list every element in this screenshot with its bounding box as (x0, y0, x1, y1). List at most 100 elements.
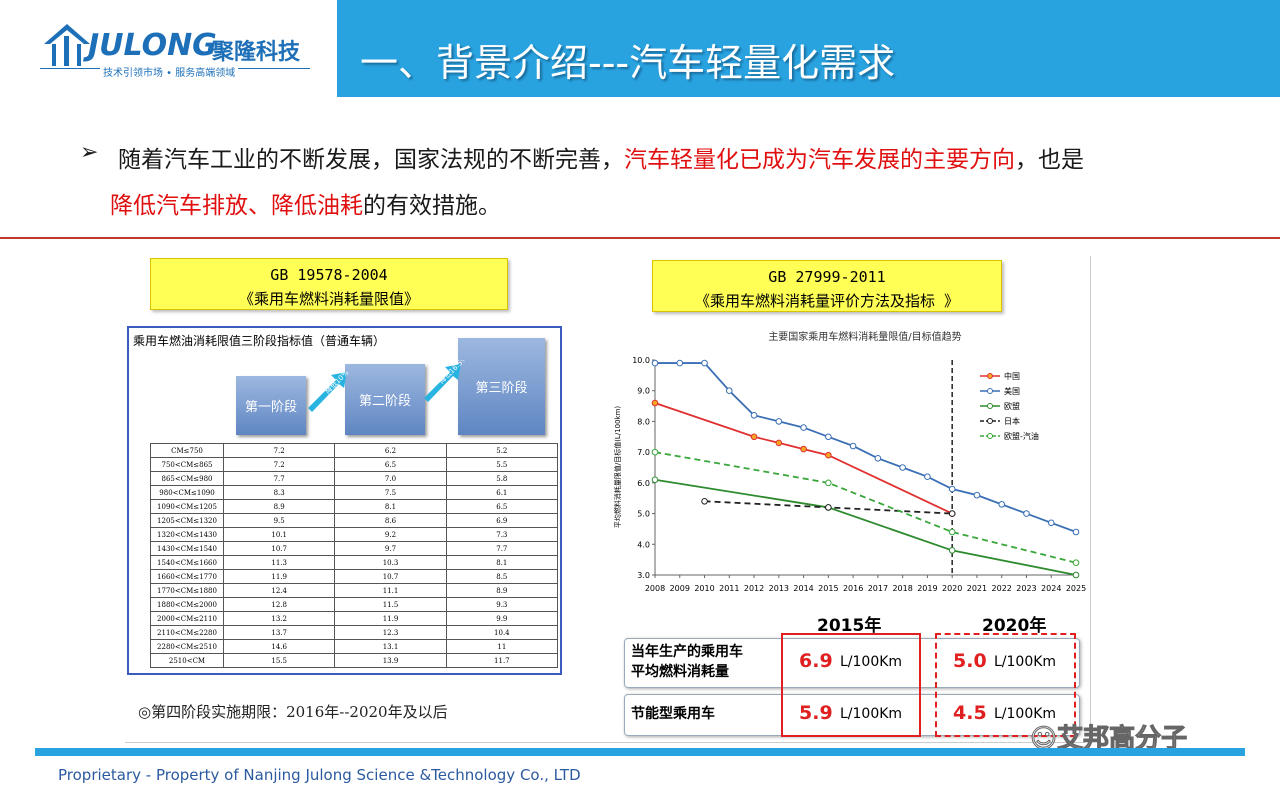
series-point (651, 399, 659, 407)
table-frame (127, 326, 562, 675)
table-cell: 7.5 (334, 485, 447, 500)
table-cell: 8.9 (222, 499, 336, 514)
standard-name: 《乘用车燃料消耗量限值》 (238, 290, 419, 308)
series-point (800, 445, 807, 453)
series-point (676, 359, 684, 367)
series-point (948, 528, 956, 536)
x-tick-label: 2013 (769, 584, 789, 593)
table-cell: 10.4 (445, 625, 559, 640)
stage: 第一阶段 (236, 376, 306, 435)
x-tick-label: 2016 (843, 584, 863, 593)
table-cell: 6.9 (445, 513, 559, 528)
table-cell: 6.5 (445, 499, 559, 514)
table-cell: 10.7 (222, 541, 336, 556)
series-point (825, 479, 832, 487)
table-cell: 9.7 (334, 541, 447, 556)
table-cell: 15.5 (222, 653, 336, 668)
table-cell: 12.8 (222, 597, 336, 612)
table-cell: 5.8 (445, 471, 559, 486)
table-cell: 1090<CM≤1205 (150, 499, 224, 514)
legend-label: 欧盟-汽油 (1004, 431, 1039, 441)
rule (1090, 256, 1091, 736)
summary-value: 5.0 (953, 650, 987, 672)
table-cell: 13.7 (222, 625, 336, 640)
table-cell: 12.4 (222, 583, 336, 598)
table-cell: CM≤750 (150, 443, 224, 458)
table-row: 1660<CM≤1770 11.9 10.7 8.5 (150, 569, 559, 584)
series-point (775, 418, 783, 425)
summary-value: 5.9 (799, 702, 833, 724)
legend-marker (987, 388, 993, 394)
table-cell: 7.3 (445, 527, 559, 542)
footer: Proprietary - Property of Nanjing Julong… (58, 766, 581, 784)
series-point (1072, 571, 1080, 579)
table-row: 2110<CM≤2280 13.7 12.3 10.4 (150, 625, 559, 640)
series-point (701, 497, 708, 505)
legend-marker (987, 403, 993, 409)
table-row: 980<CM≤1090 8.3 7.5 6.1 (150, 485, 559, 500)
summary-unit: L/100Km (994, 654, 1057, 670)
right-heading: GB 27999-2011 《乘用车燃料消耗量评价方法及指标 》 (652, 260, 1002, 312)
series-point (1072, 528, 1080, 536)
bullet-icon: ➢ (80, 140, 99, 165)
series-line (655, 362, 1077, 533)
stage-arrows: 降低10% 降低16.5% (308, 360, 469, 412)
table-row: CM≤750 7.2 6.2 5.2 (150, 443, 559, 458)
summary-label: 平均燃料消耗量 (631, 664, 729, 680)
series-point (750, 433, 758, 441)
table-cell: 1660<CM≤1770 (150, 569, 224, 584)
summary-label: 当年生产的乘用车 (631, 644, 743, 660)
table-cell: 1205<CM≤1320 (150, 513, 224, 528)
x-tick-label: 2017 (868, 584, 888, 593)
series-point (825, 504, 832, 511)
standard: GB 19578-2004 (270, 266, 388, 284)
x-tick-label: 2015 (818, 584, 838, 593)
summary-unit: L/100Km (840, 706, 903, 722)
table-cell: 2510<CM (150, 653, 224, 668)
series-point (775, 439, 783, 447)
series-point (725, 387, 733, 395)
table-cell: 8.6 (334, 513, 447, 528)
table-cell: 11.1 (334, 583, 447, 598)
table-cell: 11.9 (222, 569, 336, 584)
table-cell: 7.7 (222, 471, 336, 486)
table-cell: 11.9 (334, 611, 447, 626)
table-cell: 9.3 (445, 597, 559, 612)
series-point (651, 476, 659, 484)
highlight-2020 (935, 633, 1076, 737)
table-cell: 13.9 (334, 653, 447, 668)
table-cell: 865<CM≤980 (150, 471, 224, 486)
series-point (651, 448, 659, 456)
logo-icon (44, 24, 90, 66)
chart-title: 主要国家乘用车燃料消耗量限值/目标值趋势 (768, 330, 961, 343)
legend-label: 中国 (1004, 371, 1020, 381)
x-tick-label: 2020 (942, 584, 962, 593)
rule (125, 742, 1085, 743)
table-cell: 8.5 (445, 569, 559, 584)
series-point (924, 473, 931, 481)
x-tick-label: 2011 (719, 584, 739, 593)
table-cell: 10.3 (334, 555, 447, 570)
legend-marker (987, 433, 993, 439)
table-cell: 11.5 (334, 597, 447, 612)
series-point (948, 510, 956, 517)
series-point (825, 504, 832, 511)
table-row: 1320<CM≤1430 10.1 9.2 7.3 (150, 527, 559, 542)
table-cell: 11.7 (445, 653, 559, 668)
logo: JULONG (88, 28, 217, 63)
year: 2015年 (817, 616, 882, 636)
x-tick-label: 2022 (992, 584, 1012, 593)
table-cell: 7.7 (445, 541, 559, 556)
table-row: 750<CM≤865 7.2 6.5 5.5 (150, 457, 559, 472)
table-cell: 980<CM≤1090 (150, 485, 224, 500)
table-cell: 5.5 (445, 457, 559, 472)
series-point (849, 442, 857, 450)
stage: 第三阶段 (458, 338, 545, 435)
left-heading: GB 19578-2004 《乘用车燃料消耗量限值》 (150, 258, 508, 310)
y-tick-label: 3.0 (637, 571, 650, 580)
table-cell: 13.1 (334, 639, 447, 654)
table-cell: 6.1 (445, 485, 559, 500)
series-line (654, 451, 1077, 564)
x-tick-label: 2008 (645, 584, 665, 593)
y-tick-label: 10.0 (632, 356, 650, 365)
